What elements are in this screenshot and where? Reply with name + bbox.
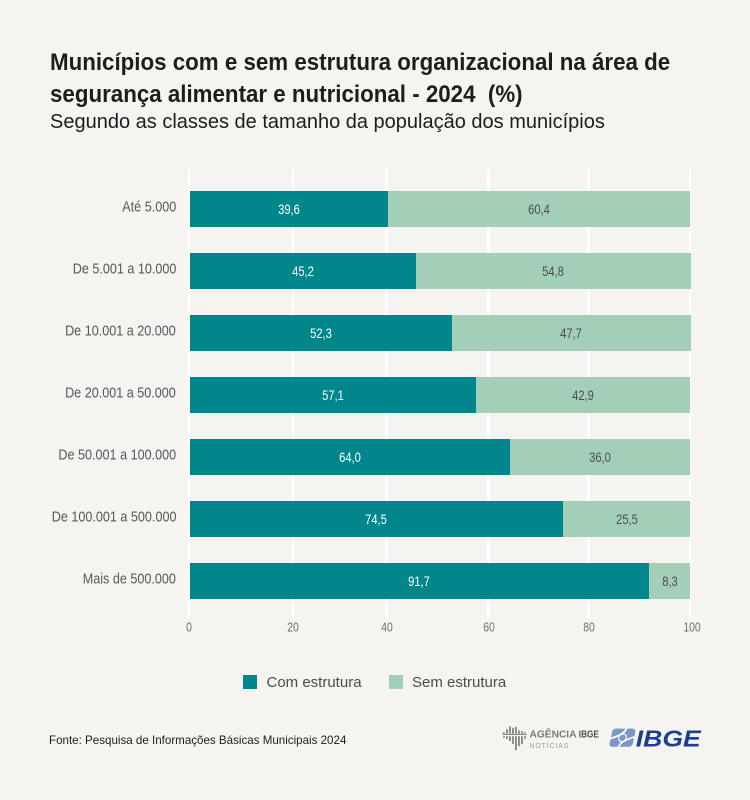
svg-text:NOTÍCIAS: NOTÍCIAS <box>530 741 570 750</box>
svg-text:IBGE: IBGE <box>579 729 599 740</box>
svg-text:AGÊNCIA: AGÊNCIA <box>530 728 578 741</box>
svg-text:IBGE: IBGE <box>636 726 702 752</box>
